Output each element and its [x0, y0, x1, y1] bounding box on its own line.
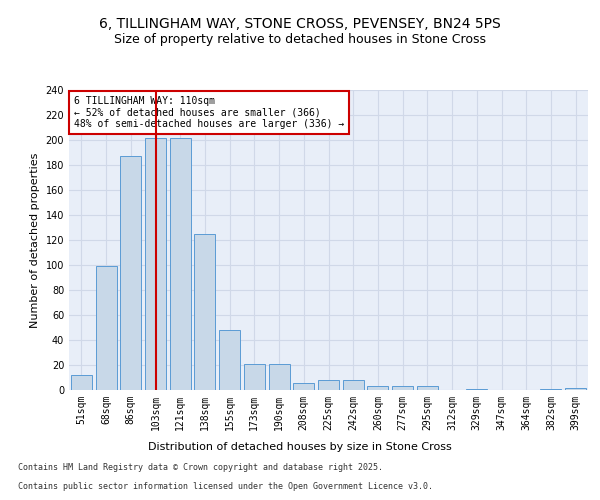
- Bar: [343, 380, 364, 390]
- Bar: [392, 386, 413, 390]
- Bar: [367, 386, 388, 390]
- Bar: [244, 364, 265, 390]
- Bar: [293, 382, 314, 390]
- Text: Contains HM Land Registry data © Crown copyright and database right 2025.: Contains HM Land Registry data © Crown c…: [18, 464, 383, 472]
- Text: Size of property relative to detached houses in Stone Cross: Size of property relative to detached ho…: [114, 32, 486, 46]
- Bar: [466, 389, 487, 390]
- Bar: [120, 156, 141, 390]
- Y-axis label: Number of detached properties: Number of detached properties: [30, 152, 40, 328]
- Bar: [541, 389, 562, 390]
- Bar: [145, 138, 166, 390]
- Bar: [95, 266, 116, 390]
- Bar: [269, 364, 290, 390]
- Bar: [71, 375, 92, 390]
- Bar: [318, 380, 339, 390]
- Bar: [565, 388, 586, 390]
- Bar: [417, 386, 438, 390]
- Text: Distribution of detached houses by size in Stone Cross: Distribution of detached houses by size …: [148, 442, 452, 452]
- Bar: [194, 234, 215, 390]
- Text: Contains public sector information licensed under the Open Government Licence v3: Contains public sector information licen…: [18, 482, 433, 491]
- Bar: [219, 330, 240, 390]
- Text: 6 TILLINGHAM WAY: 110sqm
← 52% of detached houses are smaller (366)
48% of semi-: 6 TILLINGHAM WAY: 110sqm ← 52% of detach…: [74, 96, 344, 129]
- Bar: [170, 138, 191, 390]
- Text: 6, TILLINGHAM WAY, STONE CROSS, PEVENSEY, BN24 5PS: 6, TILLINGHAM WAY, STONE CROSS, PEVENSEY…: [99, 18, 501, 32]
